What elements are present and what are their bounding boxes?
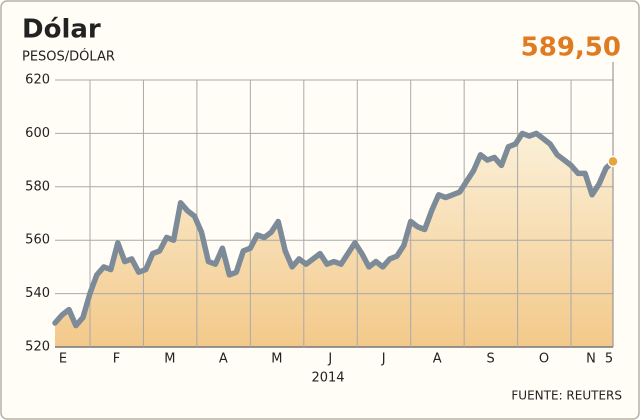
- x-tick-label: F: [113, 352, 120, 367]
- y-tick-label: 520: [25, 340, 50, 355]
- source: FUENTE: REUTERS: [511, 389, 622, 403]
- x-tick-label: J: [381, 352, 386, 367]
- y-tick-label: 620: [25, 73, 50, 88]
- y-tick-label: 580: [25, 179, 50, 194]
- chart-title: Dólar: [22, 15, 101, 45]
- x-tick-label: M: [164, 352, 175, 367]
- y-tick-label: 540: [25, 286, 50, 301]
- x-tick-label: J: [327, 352, 332, 367]
- y-tick-label: 560: [25, 233, 50, 248]
- x-tick-label: O: [539, 352, 549, 367]
- x-tick-label: S: [486, 352, 494, 367]
- x-tick-label: N: [586, 352, 596, 367]
- x-tick-label: 5: [605, 352, 613, 367]
- end-marker: [607, 155, 619, 168]
- x-tick-label: A: [433, 352, 442, 367]
- x-tick-label: E: [59, 352, 67, 367]
- x-axis-label: 2014: [311, 371, 344, 386]
- x-tick-label: M: [271, 352, 282, 367]
- chart-subtitle: PESOS/DÓLAR: [22, 49, 115, 65]
- line: [52, 130, 616, 329]
- annotation: 589,50: [521, 33, 621, 63]
- x-tick-label: A: [219, 352, 228, 367]
- y-tick-label: 600: [25, 126, 50, 141]
